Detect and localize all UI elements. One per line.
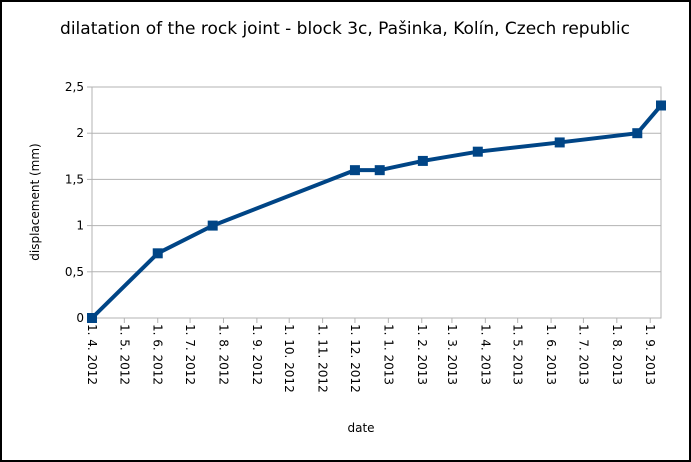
y-tick-label: 1 bbox=[76, 219, 84, 233]
data-point bbox=[349, 165, 360, 176]
data-point bbox=[472, 146, 483, 157]
x-tick-label: 1. 12. 2012 bbox=[348, 324, 362, 393]
data-line bbox=[90, 104, 663, 320]
data-point bbox=[417, 155, 428, 166]
plot-border bbox=[91, 86, 662, 319]
y-tick-label: 2 bbox=[76, 126, 84, 140]
chart-title: dilatation of the rock joint - block 3c,… bbox=[60, 19, 630, 39]
x-tick-label: 1. 8. 2012 bbox=[216, 324, 230, 385]
data-point bbox=[207, 220, 218, 231]
x-tick-label: 1. 2. 2013 bbox=[415, 324, 429, 385]
y-tick-label: 1,5 bbox=[65, 172, 84, 186]
x-axis-label: date bbox=[347, 421, 374, 435]
data-point bbox=[87, 313, 97, 323]
data-point bbox=[656, 100, 666, 111]
x-tick-label: 1. 5. 2012 bbox=[117, 324, 131, 385]
y-axis-label: displacement (mm) bbox=[28, 143, 42, 260]
data-point bbox=[554, 137, 565, 148]
x-tick-label: 1. 9. 2013 bbox=[643, 324, 657, 385]
x-tick-label: 1. 4. 2012 bbox=[85, 324, 99, 385]
y-tick-label: 0 bbox=[76, 311, 84, 325]
y-tick-label: 0,5 bbox=[65, 265, 84, 279]
x-tick-label: 1. 9. 2012 bbox=[250, 324, 264, 385]
data-point bbox=[374, 165, 385, 176]
x-tick-label: 1. 3. 2013 bbox=[445, 324, 459, 385]
data-point bbox=[632, 128, 643, 139]
x-tick-label: 1. 1. 2013 bbox=[381, 324, 395, 385]
x-tick-label: 1. 5. 2013 bbox=[511, 324, 525, 385]
x-tick-label: 1. 7. 2013 bbox=[576, 324, 590, 385]
y-tick-label: 2,5 bbox=[65, 80, 84, 94]
x-tick-label: 1. 7. 2012 bbox=[183, 324, 197, 385]
x-tick-label: 1. 6. 2013 bbox=[544, 324, 558, 385]
x-tick-label: 1. 10. 2012 bbox=[282, 324, 296, 393]
x-tick-label: 1. 6. 2012 bbox=[151, 324, 165, 385]
x-tick-label: 1. 8. 2013 bbox=[610, 324, 624, 385]
data-point bbox=[152, 248, 163, 259]
x-tick-label: 1. 11. 2012 bbox=[316, 324, 330, 393]
x-tick-label: 1. 4. 2013 bbox=[478, 324, 492, 385]
